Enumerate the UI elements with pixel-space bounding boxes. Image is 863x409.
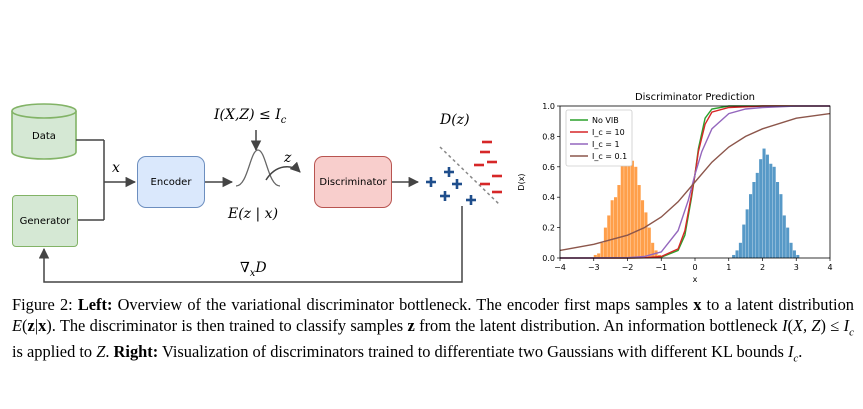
- histogram-bar: [786, 227, 790, 258]
- y-axis-label: D(x): [517, 173, 526, 190]
- histogram-bar: [617, 185, 621, 258]
- histogram-bar: [738, 242, 742, 258]
- histogram-bar: [742, 224, 746, 258]
- histogram-bar: [627, 148, 631, 258]
- histogram-bar: [769, 163, 773, 258]
- histogram-bar: [755, 172, 759, 258]
- histogram-bar: [759, 159, 763, 258]
- posterior-label: E(z | x): [228, 206, 279, 222]
- histogram-bar: [782, 215, 786, 258]
- histogram-bar: [600, 242, 604, 258]
- histogram-bar: [651, 242, 655, 258]
- histogram-bar: [779, 194, 783, 258]
- histogram-bar: [607, 215, 611, 258]
- x-tick-label: −4: [554, 263, 566, 272]
- caption-left-bold: Left:: [77, 295, 113, 314]
- y-tick-label: 0.0: [542, 254, 555, 263]
- histogram-bar: [749, 194, 753, 258]
- histogram-bar: [624, 154, 628, 258]
- histogram-bar: [762, 148, 766, 258]
- legend-entry: I_c = 0.1: [592, 152, 627, 161]
- histogram-bar: [765, 154, 769, 258]
- y-tick-label: 0.2: [542, 224, 555, 233]
- histogram-bar: [789, 242, 793, 258]
- data-node-label: Data: [32, 130, 56, 142]
- histogram-bar: [630, 160, 634, 258]
- discriminator-prediction-chart: Discriminator Prediction −4 −3 −2 −1 0 1 2 3 4 0.0…: [517, 92, 833, 284]
- histogram-bar: [644, 212, 648, 258]
- grad-label: ∇xD: [240, 260, 267, 279]
- dz-label: D(z): [440, 112, 470, 128]
- caption-right-bold: Right:: [113, 342, 159, 362]
- histogram-bar: [776, 182, 780, 258]
- encoder-node: Encoder: [137, 156, 205, 208]
- x-tick-label: 0: [692, 263, 697, 272]
- generator-node: Generator: [12, 195, 78, 247]
- x-tick-label: 2: [760, 263, 765, 272]
- positive-marks: [426, 167, 476, 205]
- legend-entry: I_c = 1: [592, 140, 620, 149]
- legend-box: [565, 109, 633, 167]
- legend-entry: No VIB: [592, 116, 619, 125]
- figure-caption: Figure 2: Left: Overview of the variatio…: [12, 295, 855, 365]
- y-tick-label: 0.6: [542, 163, 555, 172]
- histogram-bar: [620, 163, 624, 258]
- histogram-bar: [792, 250, 796, 258]
- x-label: x: [112, 160, 120, 176]
- negative-marks: [474, 140, 502, 194]
- histogram-bar: [593, 254, 597, 258]
- data-cylinder: [11, 103, 77, 160]
- histogram-bar: [637, 185, 641, 258]
- histogram-bar: [735, 250, 739, 258]
- histogram-bar: [732, 254, 736, 258]
- x-axis-label: x: [693, 275, 698, 284]
- series-line: [559, 112, 831, 252]
- x-tick-label: −1: [655, 263, 667, 272]
- x-tick-label: 1: [726, 263, 731, 272]
- discriminator-node: Discriminator: [314, 156, 392, 208]
- chart-title: Discriminator Prediction: [635, 92, 755, 103]
- histogram-bar: [796, 254, 800, 258]
- histogram-bar: [597, 253, 601, 258]
- y-tick-label: 1.0: [542, 102, 555, 111]
- histogram-bar: [647, 227, 651, 258]
- x-tick-label: 3: [794, 263, 799, 272]
- constraint-label: I(X,Z) ≤ Ic: [214, 107, 287, 126]
- histogram-bar: [752, 182, 756, 258]
- histogram-bar: [772, 166, 776, 258]
- histogram-bar: [634, 166, 638, 258]
- x-tick-label: −3: [588, 263, 600, 272]
- z-label: z: [284, 150, 292, 166]
- y-tick-label: 0.4: [542, 193, 555, 202]
- gaussian-curve: [235, 149, 281, 187]
- legend-entry: I_c = 10: [592, 128, 625, 137]
- histogram-bar: [654, 250, 658, 258]
- histogram-bar: [603, 227, 607, 258]
- series-line: [560, 105, 830, 259]
- histogram-bar: [745, 209, 749, 258]
- caption-prefix: Figure 2:: [12, 295, 78, 314]
- x-tick-label: 4: [827, 263, 832, 272]
- histogram-bar: [610, 200, 614, 258]
- y-tick-label: 0.8: [542, 132, 555, 141]
- histogram-bar: [614, 197, 618, 258]
- x-tick-label: −2: [622, 263, 634, 272]
